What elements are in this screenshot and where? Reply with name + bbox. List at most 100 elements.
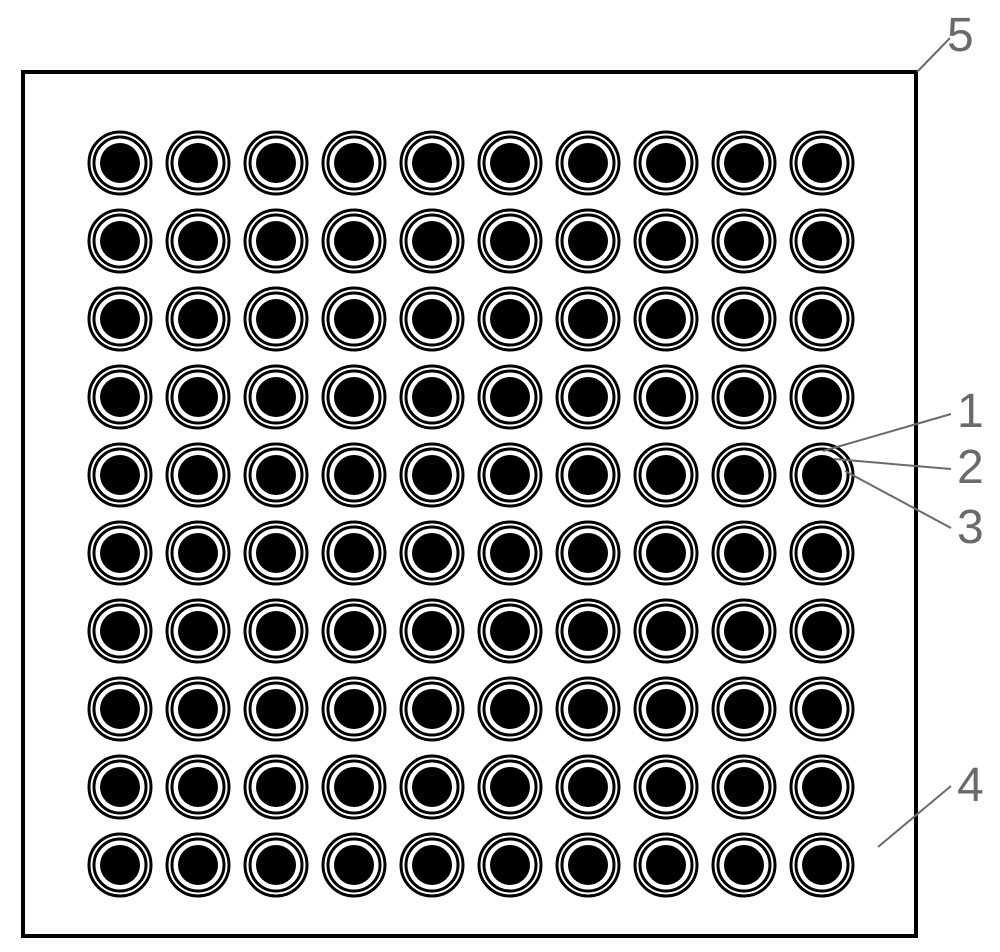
grid-cell [557,132,619,194]
grid-cell [713,756,775,818]
grid-cell [791,600,853,662]
grid-cell [635,288,697,350]
grid-cell [557,288,619,350]
grid-cell [89,756,151,818]
callout-3-label: 3 [957,504,984,552]
grid-cell [245,288,307,350]
grid-cell [479,132,541,194]
grid-cell [479,600,541,662]
grid-cell [401,288,463,350]
grid-cell [791,834,853,896]
grid-cell [167,834,229,896]
grid-cell [323,210,385,272]
grid-cell [245,210,307,272]
grid-cell [635,366,697,428]
grid-cell [791,522,853,584]
grid-cell [479,834,541,896]
callout-1-label: 1 [957,388,984,436]
grid-cell [167,132,229,194]
grid-cell [323,132,385,194]
grid-cell [245,756,307,818]
grid-cell [245,600,307,662]
grid-cell [557,834,619,896]
grid-cell [167,366,229,428]
grid-cell [401,834,463,896]
grid-cell [245,834,307,896]
grid-cell [323,366,385,428]
grid-cell [791,678,853,740]
grid-cell [323,834,385,896]
diagram-canvas [0,0,1000,952]
grid-cell [791,444,853,506]
grid-cell [791,756,853,818]
grid-cell [557,210,619,272]
grid-cell [167,600,229,662]
grid-cell [713,288,775,350]
grid-cell [89,288,151,350]
grid-cell [635,522,697,584]
grid-cell [713,366,775,428]
grid-cell [713,210,775,272]
grid-cell [89,678,151,740]
grid-cell [635,444,697,506]
grid-cell [557,756,619,818]
grid-cell [323,444,385,506]
grid-cell [323,756,385,818]
grid-cell [167,210,229,272]
grid-cell [713,444,775,506]
grid-cell [713,678,775,740]
callout-2-label: 2 [957,444,984,492]
grid-cell [167,756,229,818]
leader-line [917,38,950,72]
grid-cell [557,522,619,584]
callout-4-label: 4 [957,762,984,810]
grid-cell [791,210,853,272]
grid-cell [635,834,697,896]
grid-cell [323,288,385,350]
grid-cell [245,522,307,584]
grid-cell [479,522,541,584]
grid-cell [401,210,463,272]
grid-cell [791,288,853,350]
grid-cell [167,678,229,740]
grid-cell [323,522,385,584]
grid-cell [245,132,307,194]
grid-cell [791,132,853,194]
grid-cell [557,600,619,662]
grid-cell [401,678,463,740]
grid-cell [479,366,541,428]
outer-border [23,72,916,936]
grid-cell [401,366,463,428]
grid-cell [791,366,853,428]
grid-cell [89,366,151,428]
grid-cell [167,522,229,584]
grid-cell [713,522,775,584]
grid-cell [479,444,541,506]
grid-cell [401,600,463,662]
grid-cell [479,756,541,818]
callout-5-label: 5 [947,12,974,60]
grid-cell [401,444,463,506]
grid-cell [245,678,307,740]
grid-cell [323,678,385,740]
grid-cell [713,834,775,896]
grid-cell [89,834,151,896]
grid-cell [557,444,619,506]
grid-cell [89,444,151,506]
grid-cell [635,132,697,194]
grid-cell [401,522,463,584]
grid-cell [635,210,697,272]
grid-cell [89,132,151,194]
grid-cell [479,210,541,272]
grid-cell [557,678,619,740]
grid-cell [479,678,541,740]
grid-cell [89,600,151,662]
grid-cell [401,132,463,194]
grid-cell [401,756,463,818]
grid-cell [635,756,697,818]
grid-cell [713,600,775,662]
grid-cell [167,288,229,350]
grid-cell [635,678,697,740]
grid-cell [245,366,307,428]
grid-cell [89,522,151,584]
